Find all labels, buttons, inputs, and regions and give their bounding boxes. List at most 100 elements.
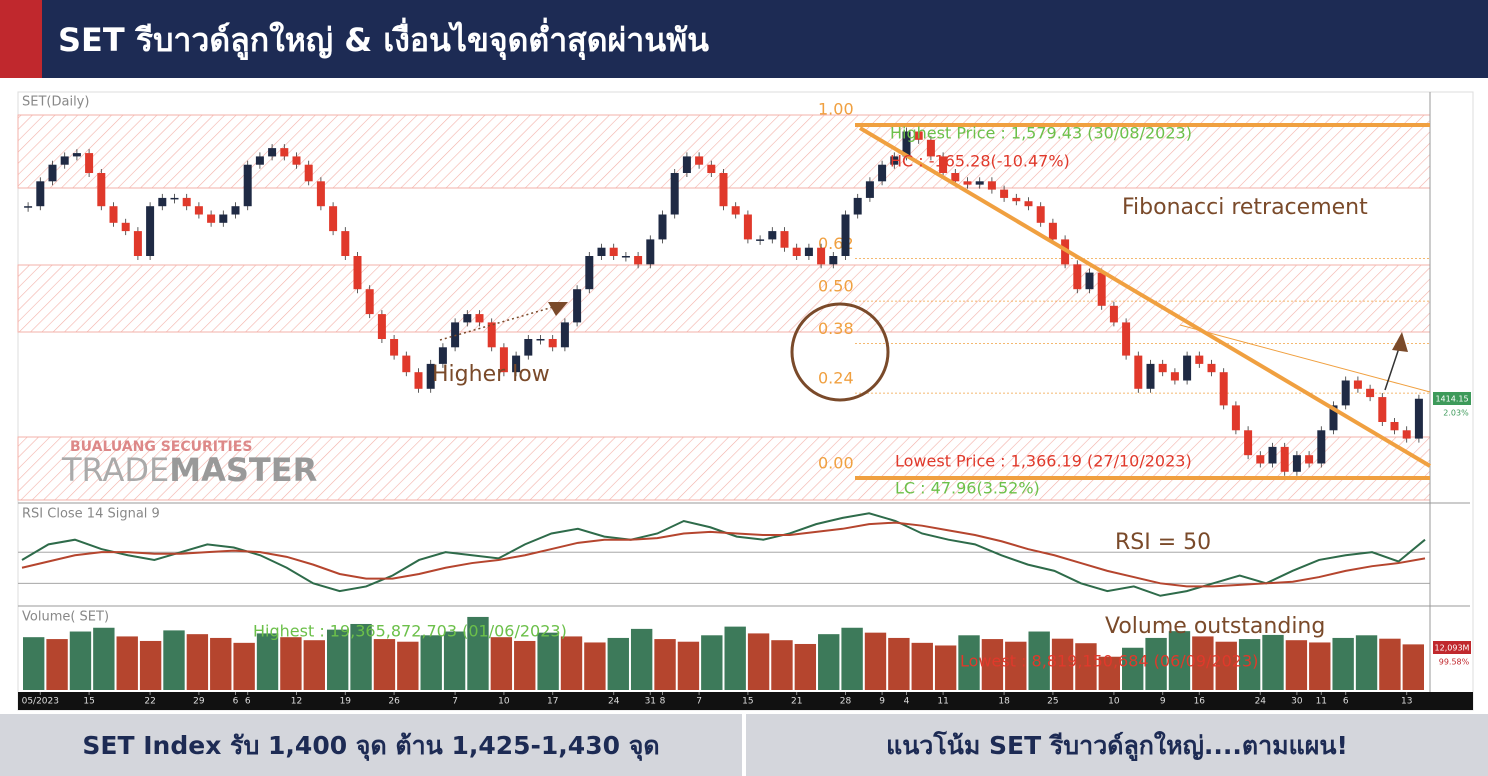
logo-text: BUALUANG SECURITIES [70,439,252,455]
volume-bar [677,641,700,690]
candle [219,214,228,223]
footer-box [0,714,742,776]
x-tick-label: 26 [388,697,400,707]
volume-bar [1238,639,1261,690]
candle [1170,372,1179,381]
candle [329,206,338,232]
candle [695,156,704,165]
candle [24,206,33,208]
volume-bar [233,642,255,690]
candle [743,214,752,240]
header-bar [0,0,1488,78]
candle [975,181,984,185]
candle [377,314,386,339]
candle [1195,355,1204,364]
x-tick-label: 31 [645,697,656,707]
candle [292,156,301,165]
candle [1329,405,1338,431]
volume-bar [537,632,559,690]
candle [304,164,313,182]
candle [1317,430,1326,464]
candle [97,173,106,207]
fib-label: 0.38 [818,319,854,338]
x-tick-label: 22 [144,697,155,707]
annotation: Fibonacci retracement [1122,195,1368,220]
candle [1012,197,1021,202]
candle [1292,455,1301,472]
x-tick-label: 17 [547,697,558,707]
x-tick-label: 4 [904,697,910,707]
candle [133,231,142,257]
arrow [1384,344,1401,391]
x-tick-label: 30 [1291,697,1303,707]
volume-bar [747,633,770,690]
candle [146,206,155,257]
volume-bar [1262,634,1284,690]
candle [353,256,362,290]
volume-bar [958,635,980,690]
candle [48,164,57,182]
candle [1134,355,1143,389]
candle [756,239,765,241]
volume-bar [1332,637,1354,690]
candle [1158,363,1167,373]
volume-bar [397,641,419,690]
candle [1073,264,1082,290]
candle [280,148,289,157]
volume-bar [864,632,887,690]
x-tick-label: 21 [791,697,802,707]
candle [902,131,911,157]
volume-bar [1122,647,1144,690]
candle [1219,372,1228,406]
volume-tag [1433,641,1471,654]
volume-bar [350,623,372,690]
volume-bar [630,628,653,690]
volume-bar [1192,636,1214,690]
candle [182,197,191,207]
x-tick-label: 25 [1047,697,1058,707]
candle [243,164,252,207]
candle [170,197,179,200]
candle [731,206,740,215]
x-tick-label: 11 [1316,697,1327,707]
candle [1280,446,1289,472]
candle [1256,455,1265,464]
volume-bar [1075,643,1097,690]
annotation: HC : -165.28(-10.47%) [890,152,1070,171]
x-tick-label: 10 [1108,697,1120,707]
candle [499,347,508,373]
candle [36,181,45,207]
volume-bar [981,639,1004,690]
candle [365,289,374,315]
volume-bar [701,635,723,690]
candle [719,173,728,207]
candle [804,247,813,257]
volume-bar [934,645,957,690]
candle [658,214,667,240]
x-tick-label: 15 [742,697,753,707]
annotation: Volume outstanding [1105,614,1325,639]
candle [780,231,789,248]
candle [231,206,240,215]
volume-bar [654,639,676,690]
candle [1353,380,1362,389]
x-tick-label: 16 [1194,697,1206,707]
candle [890,156,899,165]
candle [621,256,630,258]
zone [17,264,1431,333]
annotation: Highest Price : 1,579.43 (30/08/2023) [890,124,1192,143]
candle [536,338,545,341]
price-change: 2.03% [1443,409,1469,418]
fib-label: 0.00 [818,454,854,473]
x-tick-label: 15 [83,697,94,707]
candle [841,214,850,257]
candle [1036,206,1045,223]
candle [926,139,935,157]
volume-bar [1098,656,1121,690]
candle [914,131,923,140]
x-tick-label: 28 [840,697,852,707]
candle [682,156,691,174]
candle [560,322,569,348]
candle [194,206,203,215]
